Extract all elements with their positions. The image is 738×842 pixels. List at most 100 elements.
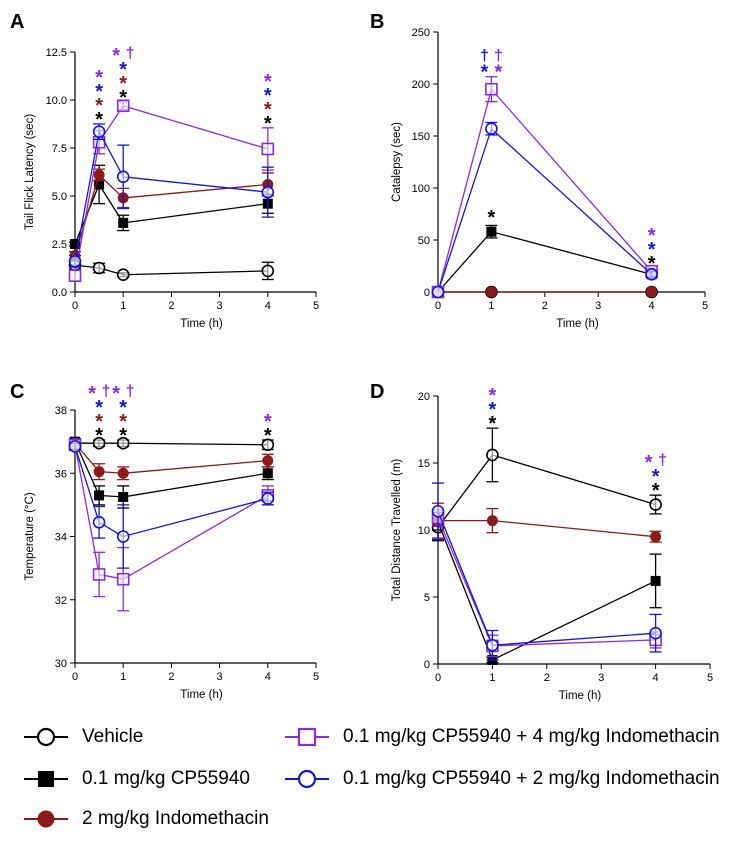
data-point xyxy=(486,448,499,462)
data-point xyxy=(262,468,273,479)
data-point xyxy=(486,226,497,237)
series-indo xyxy=(69,168,274,262)
x-tick-label: 0 xyxy=(72,671,78,683)
y-axis-label: Catalepsy (sec) xyxy=(391,122,403,202)
series-line xyxy=(74,442,268,474)
x-tick-label: 4 xyxy=(265,671,271,683)
legend-cp-indo4-marker xyxy=(285,727,329,747)
x-tick-label: 5 xyxy=(313,671,319,683)
y-tick-label: 0.0 xyxy=(52,287,67,299)
significance-star: * xyxy=(112,45,120,67)
significance-star: * xyxy=(495,62,503,84)
series-line xyxy=(437,454,656,528)
significance-star: * xyxy=(264,99,272,121)
legend-cp-marker xyxy=(24,771,68,787)
data-point xyxy=(118,491,129,502)
panel-d: D 0 1 2 3 4 5 0 5 10 15 20 Time (h) Total Distance Tr… xyxy=(370,381,713,702)
significance-star: * xyxy=(119,87,127,109)
significance-star: * xyxy=(95,95,103,117)
significance-star: * xyxy=(112,383,120,405)
data-point xyxy=(92,261,106,275)
series-vehicle xyxy=(431,427,662,542)
panel-a: A 0 1 2 3 4 5 0.0 2.5 5.0 7.5 10.0 12.5 Time (h) Tail … xyxy=(10,11,319,330)
series-line xyxy=(74,129,268,262)
legend-cp-label: 0.1 mg/kg CP55940 xyxy=(82,768,250,789)
y-tick-label: 150 xyxy=(412,131,430,143)
panel-letter: C xyxy=(10,381,24,403)
y-tick-label: 200 xyxy=(412,79,430,91)
data-point xyxy=(116,530,130,543)
significance-star: * xyxy=(489,385,497,407)
legend-item-indo: 2 mg/kg Indomethacin xyxy=(22,808,269,830)
significance-star: * xyxy=(95,397,103,419)
y-tick-label: 36 xyxy=(55,468,67,480)
y-tick-label: 20 xyxy=(418,391,430,403)
series-cp-indo2 xyxy=(68,440,275,569)
y-tick-label: 5.0 xyxy=(52,191,67,203)
data-point xyxy=(116,268,130,282)
significance-dagger: † xyxy=(102,383,111,400)
significance-star: * xyxy=(95,67,103,89)
data-point xyxy=(94,490,105,501)
series-line xyxy=(437,230,652,293)
series-line xyxy=(437,517,656,647)
series-cp-indo4 xyxy=(431,509,662,658)
y-tick-label: 0 xyxy=(424,287,430,299)
series-line xyxy=(74,264,268,276)
significance-dagger: † xyxy=(126,45,135,62)
significance-star: * xyxy=(489,413,497,435)
data-point xyxy=(261,185,275,199)
legend-indo-label: 2 mg/kg Indomethacin xyxy=(82,808,269,829)
significance-dagger: † xyxy=(658,452,667,469)
data-point xyxy=(68,440,82,453)
data-point xyxy=(261,492,275,505)
x-tick-label: 1 xyxy=(488,300,494,312)
x-tick-label: 2 xyxy=(542,300,548,312)
series-line xyxy=(75,442,268,446)
series-line xyxy=(74,444,269,580)
data-point xyxy=(486,638,499,652)
y-tick-label: 15 xyxy=(418,458,430,470)
series-cp xyxy=(432,513,662,665)
significance-star: * xyxy=(264,71,272,93)
data-point xyxy=(116,436,130,450)
y-tick-label: 10.0 xyxy=(46,95,67,107)
data-point xyxy=(485,82,498,96)
series-cp xyxy=(433,224,658,297)
significance-dagger: † xyxy=(480,48,489,65)
data-point xyxy=(116,572,130,586)
data-point xyxy=(68,269,82,282)
panel-letter: B xyxy=(370,11,384,33)
significance-star: * xyxy=(264,113,272,135)
significance-star: * xyxy=(489,399,497,421)
data-point xyxy=(94,179,105,190)
data-point xyxy=(431,504,445,518)
data-point xyxy=(116,99,130,113)
series-cp-indo2 xyxy=(68,123,275,268)
data-point xyxy=(485,286,497,298)
x-tick-label: 1 xyxy=(489,672,495,684)
x-tick-label: 2 xyxy=(168,300,174,312)
data-point xyxy=(70,239,80,249)
significance-star: * xyxy=(119,73,127,95)
series-line xyxy=(438,519,656,538)
data-point xyxy=(261,264,275,278)
y-tick-label: 50 xyxy=(418,235,430,247)
x-tick-label: 3 xyxy=(217,300,223,312)
series-line xyxy=(74,104,268,276)
x-tick-label: 5 xyxy=(313,300,319,312)
data-point xyxy=(92,436,106,450)
data-point xyxy=(93,169,105,181)
x-tick-label: 1 xyxy=(120,671,126,683)
series-line xyxy=(437,87,653,293)
significance-star: * xyxy=(95,411,103,433)
significance-star: * xyxy=(264,425,272,447)
x-tick-label: 3 xyxy=(595,300,601,312)
legend-vehicle-marker xyxy=(24,727,68,747)
significance-star: * xyxy=(645,452,653,474)
y-tick-label: 12.5 xyxy=(46,47,67,59)
series-line xyxy=(437,510,656,646)
x-tick-label: 1 xyxy=(120,300,126,312)
significance-star: * xyxy=(648,225,656,247)
